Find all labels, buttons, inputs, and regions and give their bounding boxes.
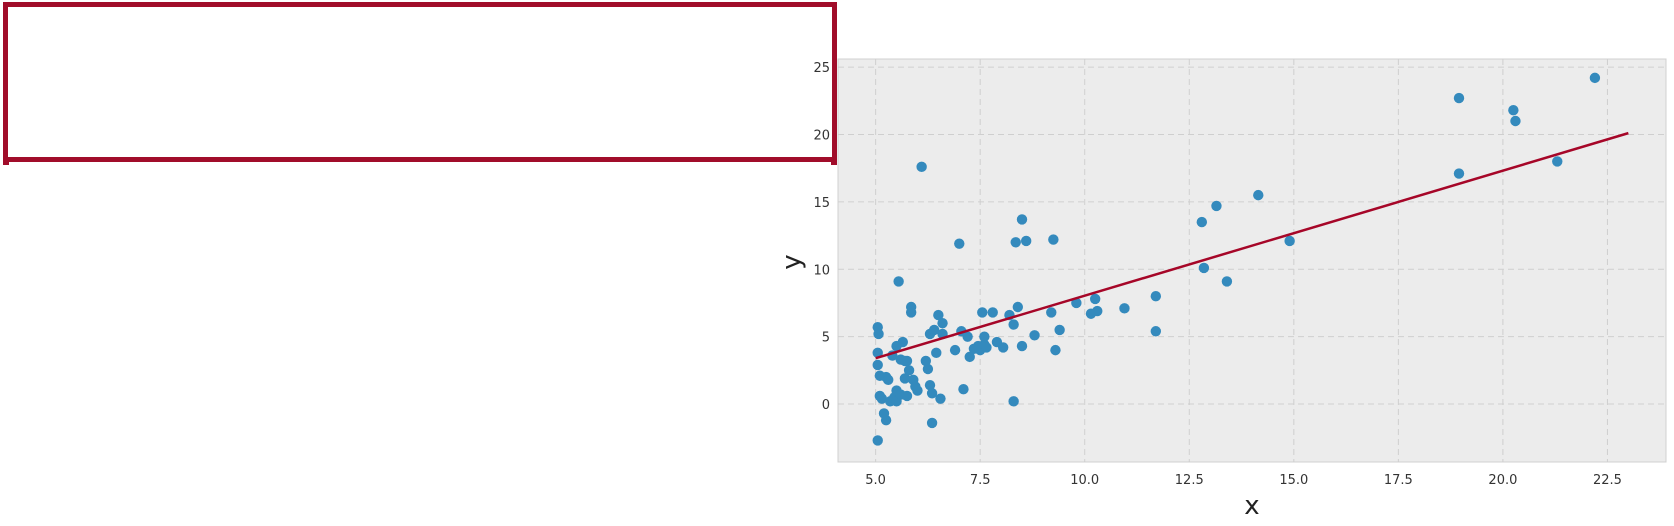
data-point [882, 374, 894, 385]
y-tick-label: 25 [813, 61, 830, 76]
data-point [935, 393, 946, 404]
data-point [1284, 235, 1295, 247]
y-tick-label: 20 [813, 128, 830, 143]
data-point [1552, 156, 1563, 167]
data-point [876, 393, 888, 404]
x-tick-label: 15.0 [1279, 473, 1308, 488]
data-point [924, 379, 936, 391]
x-tick-label: 10.0 [1070, 473, 1099, 488]
y-tick-label: 10 [813, 263, 830, 278]
y-axis-label: y [777, 254, 807, 269]
highlight-corner [3, 159, 9, 165]
data-point [1008, 319, 1019, 330]
data-point [964, 351, 975, 363]
data-point [905, 307, 917, 318]
data-point [1196, 216, 1208, 228]
data-point [1589, 72, 1601, 84]
data-point [949, 344, 961, 356]
data-point [933, 309, 944, 321]
data-point [1089, 293, 1101, 305]
data-point [872, 435, 883, 446]
data-point [897, 336, 909, 348]
regression-line [875, 131, 1629, 360]
data-point [1046, 307, 1057, 318]
data-point [922, 363, 934, 375]
data-point [937, 317, 948, 329]
data-point [1150, 291, 1162, 302]
data-point [1016, 214, 1028, 225]
data-point [1510, 115, 1521, 127]
data-point [977, 307, 988, 318]
y-tick-label: 15 [813, 196, 830, 211]
y-tick-label: 0 [822, 398, 830, 413]
data-point [872, 359, 883, 371]
data-point [1253, 189, 1264, 201]
data-point [1221, 276, 1233, 287]
data-point [931, 347, 942, 359]
data-point [872, 347, 883, 359]
data-point [1453, 168, 1465, 179]
data-point [1048, 234, 1059, 245]
highlight-corner [831, 159, 837, 165]
data-point [979, 331, 990, 342]
x-tick-label: 7.5 [970, 473, 991, 488]
data-point [1092, 305, 1103, 317]
x-tick-label: 5.0 [865, 473, 886, 488]
data-point [958, 384, 969, 395]
data-point [1029, 330, 1040, 341]
data-point [912, 385, 923, 396]
data-point [1508, 105, 1519, 116]
data-point [1198, 262, 1210, 274]
data-point [987, 307, 998, 318]
data-point [873, 328, 884, 340]
data-point [1150, 326, 1162, 337]
axis-ticks: 5.0 7.5 10.0 12.5 15.0 17.5 20.0 22.5 0 5 10 15 20 25 [813, 61, 1621, 488]
data-point [899, 373, 911, 384]
data-point [901, 355, 913, 367]
data-points [872, 72, 1601, 446]
x-tick-label: 20.0 [1488, 473, 1517, 488]
data-point [903, 365, 915, 376]
data-point [1119, 303, 1130, 314]
grid [838, 59, 1666, 462]
data-point [1054, 324, 1065, 336]
data-point [926, 388, 938, 399]
data-point [926, 417, 938, 429]
data-point [962, 331, 973, 342]
data-point [1008, 396, 1019, 407]
data-point [928, 324, 940, 336]
x-tick-label: 12.5 [1175, 473, 1204, 488]
data-point [893, 276, 904, 287]
data-point [1211, 200, 1222, 212]
data-point [901, 390, 913, 402]
x-axis-label: x [1244, 491, 1259, 521]
data-point [920, 355, 932, 367]
regression-line-layer [875, 131, 1629, 360]
y-tick-label: 5 [822, 331, 830, 346]
data-point [1453, 92, 1465, 104]
data-point [880, 415, 892, 426]
data-point [916, 161, 927, 173]
highlight-box [3, 2, 837, 165]
data-point [1020, 235, 1032, 247]
data-point [954, 238, 965, 249]
data-point [981, 342, 992, 353]
x-tick-label: 22.5 [1593, 473, 1622, 488]
data-point [997, 342, 1009, 353]
x-tick-label: 17.5 [1384, 473, 1413, 488]
data-point [1071, 297, 1082, 309]
data-point [1010, 237, 1021, 248]
data-point [1050, 344, 1061, 356]
plot-area [837, 58, 1667, 463]
data-point [1012, 301, 1024, 313]
data-point [1016, 340, 1028, 352]
